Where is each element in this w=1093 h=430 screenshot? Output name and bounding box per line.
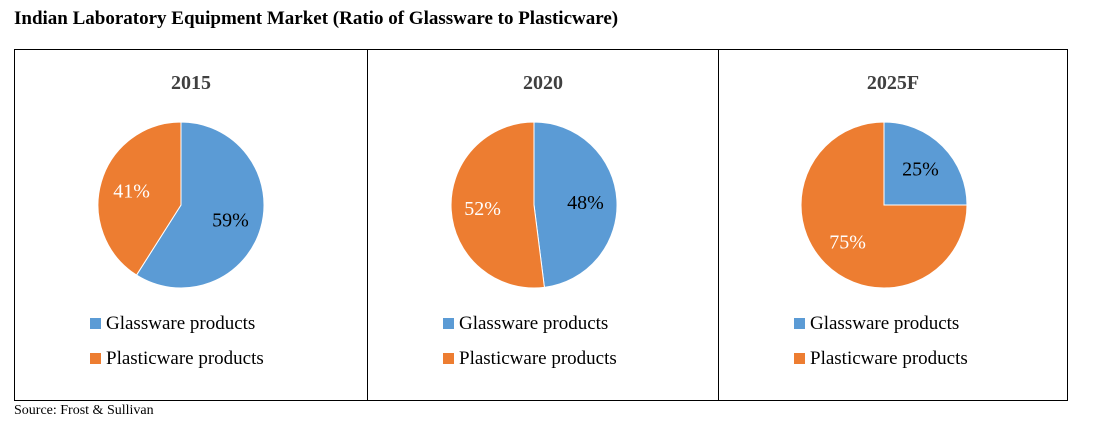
pie-data-label-glassware-products: 25% xyxy=(902,159,939,181)
pie-slice-glassware-products xyxy=(533,121,618,288)
legend-item-glassware: Glassware products xyxy=(443,306,617,341)
pie-panel-2015: 2015 59% 41% Glassware products Plasticwa… xyxy=(15,50,367,400)
legend-2020: Glassware products Plasticware products xyxy=(443,306,617,376)
pie-slice-plasticware-products xyxy=(450,121,545,289)
pie-chart-2025f: 25% 75% xyxy=(800,121,968,289)
pie-panel-2025f: 2025F 25% 75% Glassware products Plasticw… xyxy=(718,50,1067,400)
chart-title: Indian Laboratory Equipment Market (Rati… xyxy=(14,8,619,29)
legend-swatch-plasticware xyxy=(90,353,101,364)
source-note: Source: Frost & Sullivan xyxy=(14,403,154,418)
pie-title-2015: 2015 xyxy=(171,72,211,94)
legend-2025f: Glassware products Plasticware products xyxy=(794,306,968,376)
pie-chart-2020: 48% 52% xyxy=(450,121,618,289)
pie-slice-plasticware-products xyxy=(800,121,968,289)
legend-swatch-glassware xyxy=(794,318,805,329)
legend-item-plasticware: Plasticware products xyxy=(90,341,264,376)
pie-charts-figure: 2015 59% 41% Glassware products Plasticwa… xyxy=(14,49,1068,401)
pie-data-label-plasticware-products: 41% xyxy=(113,181,150,203)
legend-item-glassware: Glassware products xyxy=(794,306,968,341)
legend-swatch-plasticware xyxy=(443,353,454,364)
pie-slice-glassware-products xyxy=(135,121,265,289)
legend-label-glassware: Glassware products xyxy=(810,312,960,334)
legend-swatch-plasticware xyxy=(794,353,805,364)
pie-title-2020: 2020 xyxy=(523,72,563,94)
legend-label-plasticware: Plasticware products xyxy=(810,347,968,369)
pie-slice-glassware-products xyxy=(883,121,968,206)
pie-panel-2020: 2020 48% 52% Glassware products Plasticwa… xyxy=(367,50,718,400)
pie-data-label-glassware-products: 48% xyxy=(567,192,604,214)
legend-label-glassware: Glassware products xyxy=(459,312,609,334)
legend-item-plasticware: Plasticware products xyxy=(794,341,968,376)
legend-swatch-glassware xyxy=(443,318,454,329)
pie-data-label-plasticware-products: 52% xyxy=(464,198,501,220)
legend-2015: Glassware products Plasticware products xyxy=(90,306,264,376)
pie-title-2025f: 2025F xyxy=(866,72,920,94)
legend-label-plasticware: Plasticware products xyxy=(106,347,264,369)
pie-data-label-plasticware-products: 75% xyxy=(829,231,866,253)
legend-item-glassware: Glassware products xyxy=(90,306,264,341)
legend-swatch-glassware xyxy=(90,318,101,329)
pie-data-label-glassware-products: 59% xyxy=(212,209,249,231)
pie-slice-plasticware-products xyxy=(97,121,182,276)
legend-label-plasticware: Plasticware products xyxy=(459,347,617,369)
legend-label-glassware: Glassware products xyxy=(106,312,256,334)
pie-chart-2015: 59% 41% xyxy=(97,121,265,289)
legend-item-plasticware: Plasticware products xyxy=(443,341,617,376)
